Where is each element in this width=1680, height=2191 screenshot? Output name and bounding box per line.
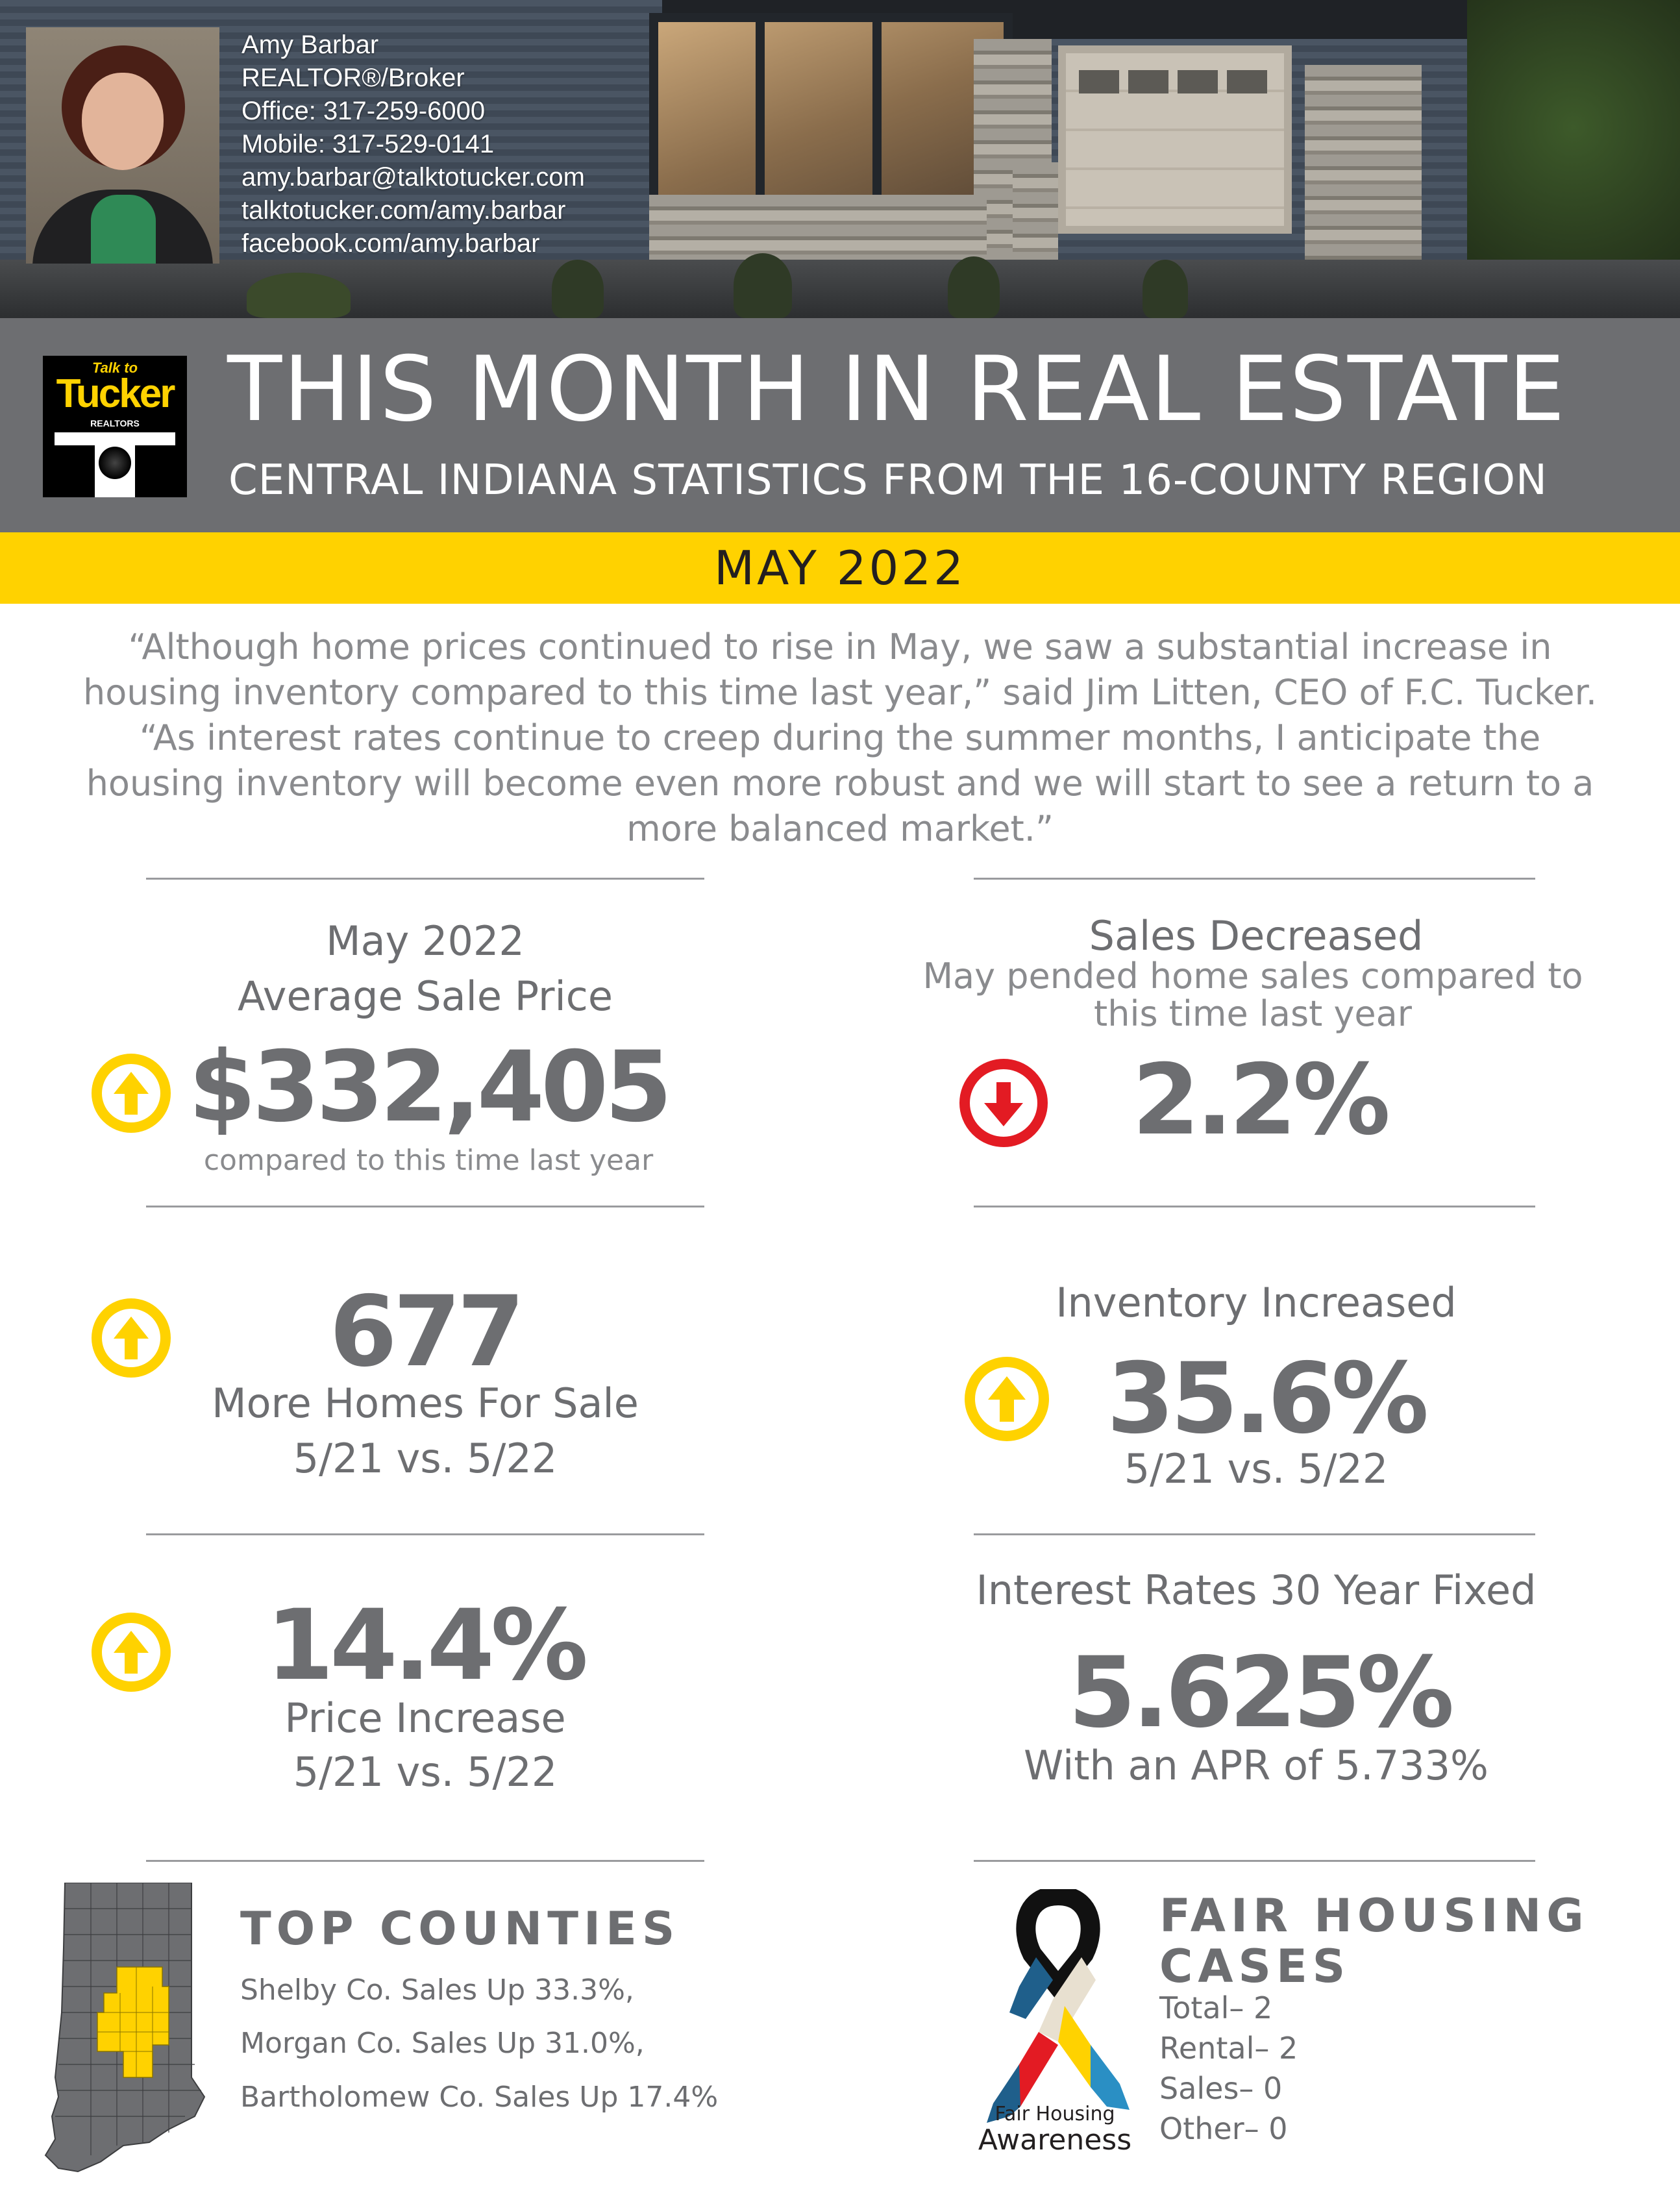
divider	[146, 1860, 704, 1862]
avg-price-value: $332,405	[188, 1031, 673, 1144]
arrow-up-icon	[92, 1298, 171, 1378]
garage-door	[1058, 45, 1292, 234]
tucker-logo: Talk to Tucker REALTORS	[43, 356, 187, 497]
price-increase-compare: 5/21 vs. 5/22	[293, 1748, 558, 1796]
globe-icon	[99, 447, 131, 479]
price-increase-value: 14.4%	[266, 1589, 588, 1702]
divider	[146, 878, 704, 880]
fair-housing-ribbon-icon	[987, 1889, 1130, 2123]
title-banner	[0, 318, 1680, 532]
inventory-value: 35.6%	[1106, 1343, 1429, 1455]
homes-value: 677	[329, 1276, 525, 1389]
arrow-up-icon	[965, 1357, 1049, 1441]
fair-housing-item: Total– 2	[1159, 1990, 1273, 2025]
county-item: Bartholomew Co. Sales Up 17.4%	[240, 2081, 719, 2114]
rates-label: Interest Rates 30 Year Fixed	[976, 1566, 1537, 1614]
sales-sub-1: May pended home sales compared to	[922, 956, 1583, 996]
month-bar	[0, 532, 1680, 604]
inventory-label: Inventory Increased	[1056, 1279, 1457, 1326]
divider	[974, 1206, 1535, 1207]
avg-price-label: Average Sale Price	[238, 972, 613, 1020]
month-label: MAY 2022	[714, 541, 966, 595]
rates-value: 5.625%	[1068, 1637, 1455, 1750]
page-subtitle: CENTRAL INDIANA STATISTICS FROM THE 16-C…	[229, 456, 1548, 504]
arrow-down-icon	[959, 1059, 1048, 1147]
avg-price-note: compared to this time last year	[203, 1144, 654, 1177]
page-title: THIS MONTH IN REAL ESTATE	[227, 337, 1566, 441]
county-item: Morgan Co. Sales Up 31.0%,	[240, 2027, 645, 2060]
arrow-up-icon	[92, 1613, 171, 1692]
fair-housing-item: Other– 0	[1159, 2111, 1288, 2146]
top-counties-title: TOP COUNTIES	[240, 1902, 680, 1955]
agent-website[interactable]: talktotucker.com/amy.barbar	[241, 196, 566, 225]
homes-compare: 5/21 vs. 5/22	[293, 1435, 558, 1482]
sales-value: 2.2%	[1131, 1044, 1390, 1157]
sales-sub-2: this time last year	[1094, 993, 1412, 1034]
fair-housing-title: FAIR HOUSING CASES	[1159, 1889, 1589, 1993]
agent-office-phone[interactable]: Office: 317-259-6000	[241, 97, 486, 125]
fair-housing-item: Sales– 0	[1159, 2071, 1283, 2106]
house-window	[649, 13, 1013, 208]
homes-label: More Homes For Sale	[212, 1380, 639, 1427]
sales-label: Sales Decreased	[1089, 912, 1424, 959]
agent-facebook[interactable]: facebook.com/amy.barbar	[241, 229, 540, 258]
fair-housing-awareness-label: Fair Housing Awareness	[978, 2103, 1132, 2157]
agent-email[interactable]: amy.barbar@talktotucker.com	[241, 163, 585, 192]
divider	[146, 1533, 704, 1535]
fair-housing-item: Rental– 2	[1159, 2031, 1298, 2066]
divider	[146, 1206, 704, 1207]
indiana-map	[44, 1883, 206, 2173]
ceo-quote: “Although home prices continued to rise …	[83, 626, 1597, 849]
inventory-compare: 5/21 vs. 5/22	[1124, 1445, 1389, 1492]
agent-headshot	[26, 27, 219, 264]
divider	[974, 1860, 1535, 1862]
price-increase-label: Price Increase	[284, 1694, 566, 1742]
agent-title: REALTOR®/Broker	[241, 64, 465, 92]
agent-mobile-phone[interactable]: Mobile: 317-529-0141	[241, 130, 495, 158]
rates-apr: With an APR of 5.733%	[1024, 1742, 1489, 1789]
divider	[974, 878, 1535, 880]
county-item: Shelby Co. Sales Up 33.3%,	[240, 1974, 634, 2007]
avg-price-label-month: May 2022	[326, 917, 525, 965]
hero-photo	[0, 0, 1680, 318]
arrow-up-icon	[92, 1054, 171, 1133]
agent-contact: Amy Barbar REALTOR®/Broker Office: 317-2…	[241, 29, 585, 260]
agent-name: Amy Barbar	[241, 31, 379, 59]
divider	[974, 1533, 1535, 1535]
